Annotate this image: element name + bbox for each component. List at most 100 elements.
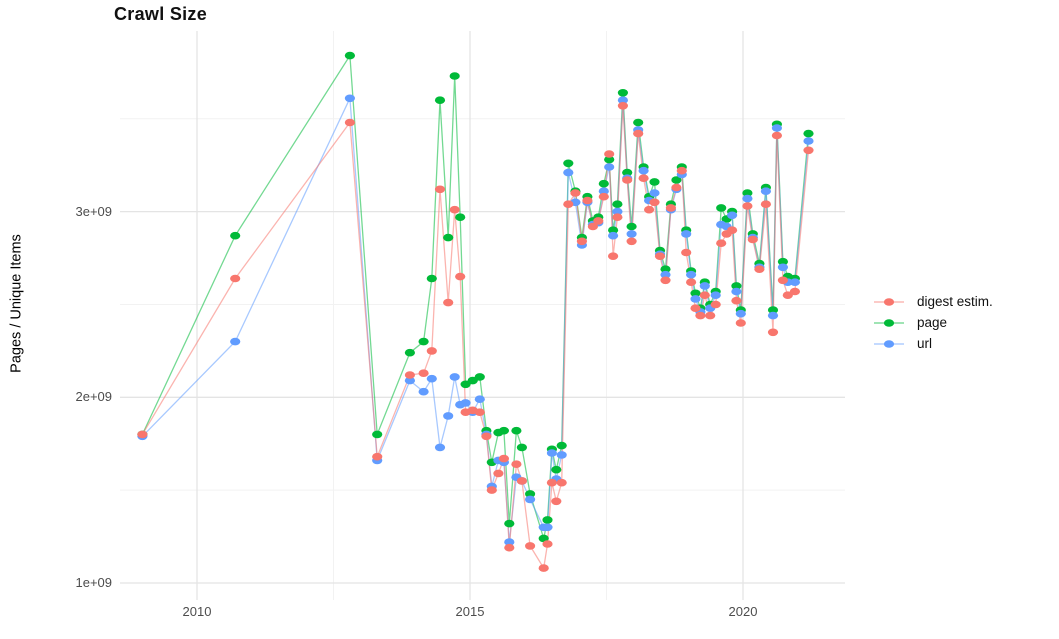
- data-point-digest-estim-: [716, 239, 727, 247]
- data-point-url: [626, 230, 637, 238]
- data-point-digest-estim-: [649, 198, 660, 207]
- data-point-page: [449, 72, 460, 80]
- data-point-url: [612, 207, 623, 216]
- data-point-url: [598, 187, 609, 195]
- y-axis-title: Pages / Unique Items: [8, 234, 25, 373]
- data-point-digest-estim-: [686, 278, 697, 287]
- data-point-page: [460, 380, 471, 389]
- data-point-page: [344, 51, 355, 60]
- data-point-digest-estim-: [542, 540, 553, 548]
- data-point-page: [604, 155, 615, 164]
- legend-item-url: url: [872, 333, 1058, 354]
- data-point-url: [404, 376, 415, 385]
- data-point-url: [649, 189, 660, 197]
- data-point-digest-estim-: [511, 460, 522, 469]
- data-point-url: [563, 168, 574, 177]
- data-point-digest-estim-: [474, 408, 485, 417]
- data-point-digest-estim-: [604, 150, 615, 158]
- data-point-page: [498, 426, 509, 435]
- data-point-page: [612, 200, 623, 208]
- data-point-digest-estim-: [665, 204, 677, 212]
- data-point-page: [671, 176, 682, 184]
- x-tick-label: 2020: [728, 604, 758, 619]
- data-point-digest-estim-: [727, 226, 738, 234]
- data-point-page: [556, 441, 567, 450]
- data-point-page: [742, 189, 753, 197]
- data-point-digest-estim-: [498, 454, 509, 463]
- data-point-digest-estim-: [654, 252, 666, 260]
- data-point-url: [608, 231, 619, 240]
- data-point-digest-estim-: [481, 432, 492, 441]
- data-point-page: [443, 233, 454, 242]
- data-point-page: [426, 274, 437, 283]
- data-point-digest-estim-: [230, 274, 241, 283]
- data-point-page: [504, 519, 515, 528]
- data-point-page: [660, 265, 671, 274]
- data-point-url: [681, 230, 692, 238]
- data-point-digest-estim-: [563, 200, 574, 208]
- data-point-digest-estim-: [372, 452, 383, 461]
- data-point-url: [777, 263, 789, 272]
- data-point-page: [542, 516, 553, 524]
- data-point-digest-estim-: [771, 131, 783, 140]
- data-point-digest-estim-: [803, 146, 814, 155]
- data-point-digest-estim-: [754, 265, 765, 274]
- data-point-digest-estim-: [660, 276, 671, 285]
- data-point-url: [230, 337, 241, 346]
- data-point-digest-estim-: [777, 276, 789, 285]
- data-point-page: [649, 178, 660, 186]
- data-point-page: [731, 282, 742, 290]
- data-point-digest-estim-: [735, 319, 746, 327]
- data-point-digest-estim-: [443, 298, 454, 307]
- data-point-digest-estim-: [710, 300, 721, 309]
- data-point-page: [617, 89, 629, 97]
- legend-key-page-line-dot-icon: [874, 318, 904, 327]
- legend-key-digest-line-dot-icon: [874, 297, 904, 306]
- data-point-url: [690, 295, 701, 303]
- data-point-page: [455, 213, 466, 221]
- data-point-url: [727, 211, 738, 220]
- data-point-url: [771, 124, 783, 132]
- data-point-url: [686, 270, 697, 279]
- data-point-page: [690, 289, 701, 298]
- data-point-digest-estim-: [486, 486, 497, 494]
- data-point-digest-estim-: [582, 196, 593, 205]
- data-point-page: [563, 159, 574, 168]
- data-point-page: [467, 376, 478, 385]
- y-tick-label: 1e+09: [75, 575, 112, 590]
- data-point-digest-estim-: [742, 202, 753, 210]
- data-point-url: [604, 163, 615, 171]
- series-line-url: [141, 95, 810, 543]
- data-point-url: [443, 412, 454, 420]
- legend-dot-icon: [883, 318, 895, 327]
- data-point-url: [731, 287, 742, 296]
- data-point-page: [608, 226, 619, 234]
- data-point-page: [622, 168, 633, 177]
- data-point-page: [434, 96, 446, 104]
- data-point-digest-estim-: [404, 371, 415, 379]
- data-point-digest-estim-: [699, 291, 710, 300]
- data-point-url: [803, 137, 814, 145]
- x-tick-label: 2015: [455, 604, 485, 619]
- data-point-page: [516, 443, 528, 452]
- data-point-url: [460, 399, 471, 407]
- data-point-url: [742, 194, 753, 203]
- data-point-digest-estim-: [504, 543, 515, 552]
- data-point-page: [230, 231, 241, 240]
- data-point-page: [633, 118, 644, 127]
- data-point-digest-estim-: [516, 477, 528, 485]
- data-point-digest-estim-: [551, 497, 562, 506]
- data-point-digest-estim-: [671, 183, 682, 192]
- data-point-page: [525, 490, 536, 498]
- data-point-url: [767, 311, 779, 320]
- series-line-digest-estim-: [141, 105, 810, 570]
- data-point-digest-estim-: [622, 176, 633, 184]
- data-point-url: [434, 443, 446, 452]
- legend-label: digest estim.: [917, 294, 993, 309]
- data-point-page: [803, 129, 814, 138]
- legend-label: page: [917, 315, 948, 330]
- data-point-digest-estim-: [449, 205, 460, 214]
- legend-item-digest-estim: digest estim.: [872, 291, 1058, 312]
- data-point-page: [511, 426, 522, 435]
